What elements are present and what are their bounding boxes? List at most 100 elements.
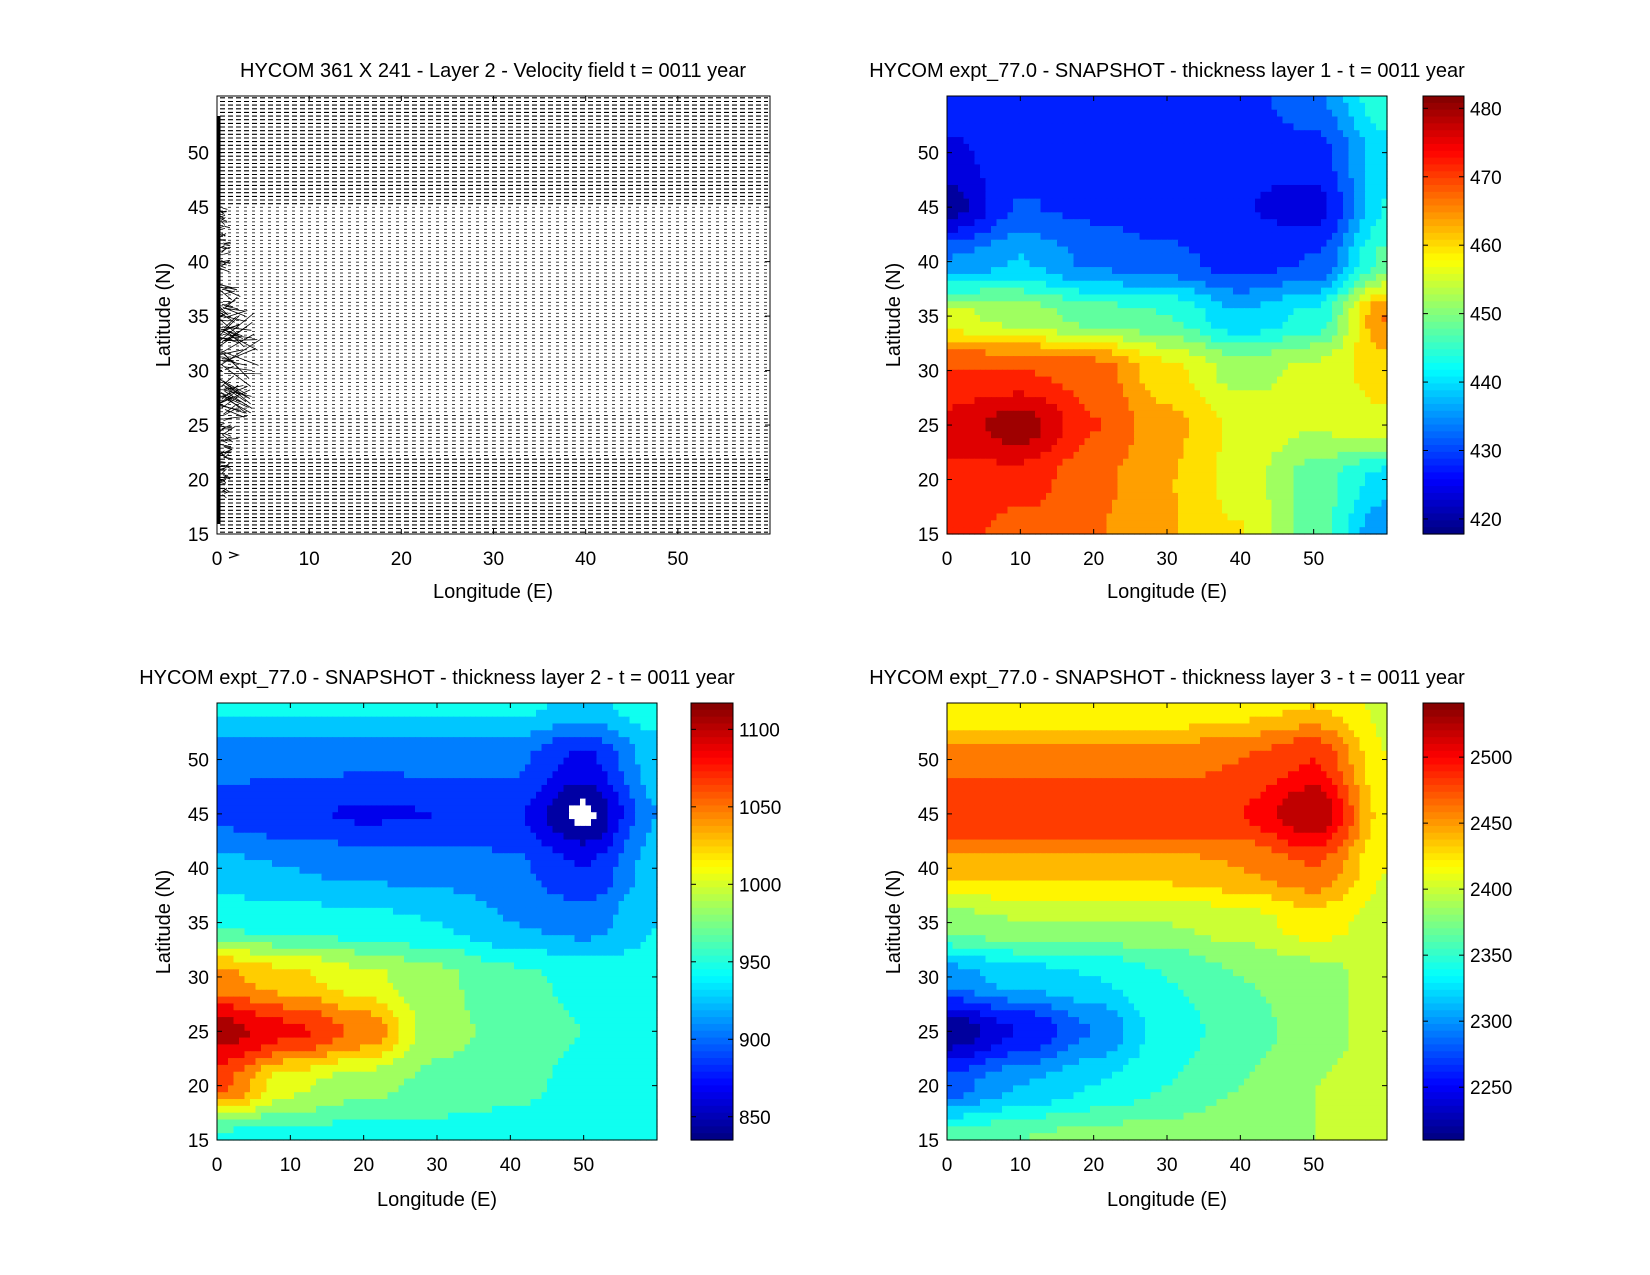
contour-cell [1261, 103, 1267, 110]
contour-cell [1107, 199, 1113, 206]
contour-cell [1101, 349, 1107, 356]
contour-cell [1200, 459, 1206, 466]
contour-cell [1250, 219, 1256, 226]
contour-cell [1063, 144, 1069, 151]
contour-cell [1101, 370, 1107, 377]
contour-cell [1277, 171, 1283, 178]
contour-cell [1068, 431, 1074, 438]
contour-cell [1222, 472, 1228, 479]
contour-cell [1321, 308, 1327, 315]
contour-cell [1283, 260, 1289, 267]
contour-cell [1178, 342, 1184, 349]
contour-cell [1255, 397, 1261, 404]
contour-cell [1173, 96, 1179, 103]
contour-cell [1189, 418, 1195, 425]
contour-cell [1360, 315, 1366, 322]
contour-cell [1019, 404, 1025, 411]
contour-cell [1228, 472, 1234, 479]
contour-cell [1184, 178, 1190, 185]
contour-cell [1167, 383, 1173, 390]
contour-cell [1178, 397, 1184, 404]
contour-cell [1255, 425, 1261, 432]
contour-cell [964, 192, 970, 199]
contour-cell [1041, 377, 1047, 384]
contour-cell [1134, 438, 1140, 445]
contour-cell [975, 342, 981, 349]
contour-cell [1360, 260, 1366, 267]
contour-cell [1063, 110, 1069, 117]
contour-cell [1173, 274, 1179, 281]
contour-cell [1288, 377, 1294, 384]
contour-cell [986, 356, 992, 363]
contour-cell [1151, 130, 1157, 137]
contour-cell [1277, 459, 1283, 466]
contour-cell [1255, 199, 1261, 206]
contour-cell [975, 117, 981, 124]
contour-cell [1305, 274, 1311, 281]
contour-cell [1118, 117, 1124, 124]
contour-cell [1107, 267, 1113, 274]
contour-cell [1299, 425, 1305, 432]
contour-cell [1123, 452, 1129, 459]
contour-cell [1068, 329, 1074, 336]
contour-cell [1222, 336, 1228, 343]
contour-cell [1046, 383, 1052, 390]
contour-cell [964, 123, 970, 130]
contour-cell [964, 404, 970, 411]
contour-cell [1261, 130, 1267, 137]
contour-cell [1217, 144, 1223, 151]
contour-cell [1057, 206, 1063, 213]
contour-cell [1002, 219, 1008, 226]
contour-cell [1112, 123, 1118, 130]
contour-cell [1338, 301, 1344, 308]
contour-cell [1354, 377, 1360, 384]
contour-cell [1250, 247, 1256, 254]
contour-cell [1189, 342, 1195, 349]
contour-cell [1030, 274, 1036, 281]
contour-cell [1112, 192, 1118, 199]
contour-cell [1222, 466, 1228, 473]
contour-cell [1343, 445, 1349, 452]
contour-cell [1167, 233, 1173, 240]
contour-cell [1118, 164, 1124, 171]
contour-cell [1096, 431, 1102, 438]
contour-cell [1305, 308, 1311, 315]
contour-cell [997, 363, 1003, 370]
contour-cell [997, 288, 1003, 295]
contour-cell [1074, 96, 1080, 103]
contour-cell [1277, 253, 1283, 260]
contour-cell [1217, 411, 1223, 418]
contour-cell [1239, 253, 1245, 260]
contour-cell [1310, 301, 1316, 308]
contour-cell [1052, 123, 1058, 130]
contour-cell [1184, 206, 1190, 213]
contour-cell [1112, 452, 1118, 459]
contour-cell [1024, 397, 1030, 404]
contour-cell [1250, 288, 1256, 295]
contour-cell [1239, 356, 1245, 363]
contour-cell [1096, 117, 1102, 124]
contour-cell [1316, 390, 1322, 397]
contour-cell [980, 123, 986, 130]
contour-cell [958, 322, 964, 329]
contour-cell [1316, 342, 1322, 349]
contour-cell [1085, 274, 1091, 281]
contour-cell [1371, 281, 1377, 288]
contour-cell [1294, 267, 1300, 274]
contour-cell [947, 459, 953, 466]
contour-cell [1327, 151, 1333, 158]
contour-cell [1068, 247, 1074, 254]
contour-cell [1327, 123, 1333, 130]
contour-cell [1343, 212, 1349, 219]
contour-cell [947, 411, 953, 418]
contour-cell [1118, 383, 1124, 390]
contour-cell [1129, 411, 1135, 418]
contour-cell [1129, 253, 1135, 260]
contour-cell [1228, 137, 1234, 144]
contour-cell [1096, 212, 1102, 219]
contour-cell [1371, 192, 1377, 199]
contour-cell [1002, 178, 1008, 185]
contour-cell [1162, 315, 1168, 322]
contour-cell [1266, 370, 1272, 377]
contour-cell [1250, 425, 1256, 432]
